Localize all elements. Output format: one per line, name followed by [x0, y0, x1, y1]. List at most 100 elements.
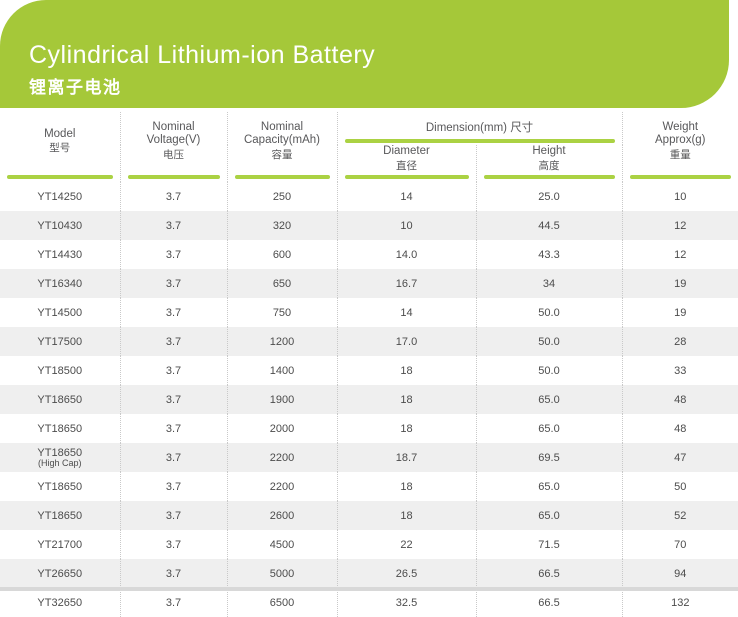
- cell-capacity: 1900: [227, 385, 338, 415]
- cell-capacity: 650: [227, 269, 338, 299]
- cell-height: 25.0: [476, 182, 623, 212]
- cell-weight: 132: [671, 596, 690, 609]
- cell-diameter: 18: [337, 356, 477, 386]
- cell-capacity: 250: [227, 182, 338, 212]
- cell-height: 34: [476, 269, 623, 299]
- cell-voltage: 3.7: [120, 298, 228, 328]
- cell-weight: 70: [674, 538, 687, 551]
- cell-height: 65.0: [476, 385, 623, 415]
- cell-model: YT14250: [0, 182, 121, 212]
- cell-diameter: 18: [337, 414, 477, 444]
- col-header-voltage-en: Nominal Voltage(V): [146, 120, 201, 147]
- cell-capacity: 1200: [227, 327, 338, 357]
- cell-diameter: 18.7: [337, 443, 477, 473]
- table-row: YT26650 3.7 5000 26.5 66.5 94: [0, 559, 738, 589]
- table-row: YT18650 3.7 2600 18 65.0 52: [0, 501, 738, 531]
- cell-model: YT21700: [0, 530, 121, 560]
- cell-capacity: 2200: [227, 472, 338, 502]
- cell-model: YT18650: [0, 385, 121, 415]
- battery-table-body: YT14250 3.7 250 14 25.0 10 YT10430 3.7 320 10 44.5…: [0, 182, 738, 617]
- cell-model: YT18650: [0, 472, 121, 502]
- cell-weight: 28: [674, 335, 687, 348]
- cell-height: 50.0: [476, 356, 623, 386]
- col-header-capacity: Nominal Capacity(mAh) 容量: [227, 112, 338, 183]
- cell-height: 69.5: [476, 443, 623, 473]
- page-title: Cylindrical Lithium-ion Battery: [29, 41, 376, 69]
- cell-model: YT14430: [0, 240, 121, 270]
- table-row: YT16340 3.7 650 16.7 34 19: [0, 269, 738, 299]
- cell-model: YT26650: [0, 559, 121, 589]
- col-header-voltage: Nominal Voltage(V) 电压: [120, 112, 228, 183]
- header-row-sub: Diameter 直径 Height 高度: [0, 145, 738, 183]
- cell-capacity: 600: [227, 240, 338, 270]
- cell-diameter: 14: [337, 182, 477, 212]
- col-header-dimension-group: Dimension(mm) 尺寸: [337, 112, 623, 145]
- cell-voltage: 3.7: [120, 356, 228, 386]
- cell-model: YT10430: [0, 211, 121, 241]
- header-underline: [344, 139, 615, 143]
- cell-height: 65.0: [476, 501, 623, 531]
- cell-capacity: 2600: [227, 501, 338, 531]
- cell-diameter: 18: [337, 385, 477, 415]
- cell-weight: 33: [674, 364, 687, 377]
- col-header-height-zh: 高度: [538, 159, 560, 172]
- col-header-height-en: Height: [532, 145, 566, 157]
- cell-height: 43.3: [476, 240, 623, 270]
- cell-height: 65.0: [476, 472, 623, 502]
- header-row-main: Model 型号 Nominal Voltage(V) 电压 Nominal C…: [0, 112, 738, 183]
- battery-spec-table: Model 型号 Nominal Voltage(V) 电压 Nominal C…: [0, 112, 738, 617]
- table-row: YT32650 3.7 6500 32.5 66.5 132: [0, 588, 738, 617]
- col-header-model-en: Model: [44, 127, 76, 140]
- cell-height: 65.0: [476, 414, 623, 444]
- col-header-model: Model 型号: [0, 112, 121, 183]
- table-row: YT14250 3.7 250 14 25.0 10: [0, 182, 738, 212]
- cell-voltage: 3.7: [120, 385, 228, 415]
- header-underline: [344, 175, 469, 180]
- cell-model-note: (High Cap): [37, 458, 82, 469]
- table-row: YT18650 3.7 2000 18 65.0 48: [0, 414, 738, 444]
- table-row: YT21700 3.7 4500 22 71.5 70: [0, 530, 738, 560]
- col-header-height: Height 高度: [476, 145, 623, 183]
- col-header-weight-en: Weight Approx(g): [655, 120, 706, 147]
- cell-height: 71.5: [476, 530, 623, 560]
- cell-voltage: 3.7: [120, 559, 228, 589]
- header-underline: [483, 175, 615, 180]
- header-underline: [7, 175, 113, 180]
- cell-model: YT14500: [0, 298, 121, 328]
- col-header-weight-zh: 重量: [669, 149, 691, 162]
- cell-diameter: 32.5: [337, 588, 477, 617]
- table-row: YT10430 3.7 320 10 44.5 12: [0, 211, 738, 241]
- cell-voltage: 3.7: [120, 443, 228, 473]
- cell-height: 44.5: [476, 211, 623, 241]
- cell-diameter: 22: [337, 530, 477, 560]
- page-header: Cylindrical Lithium-ion Battery 锂离子电池: [0, 0, 729, 108]
- cell-voltage: 3.7: [120, 472, 228, 502]
- cell-height: 50.0: [476, 327, 623, 357]
- cell-weight: 19: [674, 306, 687, 319]
- cell-voltage: 3.7: [120, 327, 228, 357]
- page-subtitle: 锂离子电池: [29, 78, 122, 98]
- cell-voltage: 3.7: [120, 414, 228, 444]
- col-header-capacity-en: Nominal Capacity(mAh): [243, 120, 321, 147]
- col-header-weight: Weight Approx(g) 重量: [622, 112, 738, 182]
- cell-capacity: 320: [227, 211, 338, 241]
- cell-capacity: 5000: [227, 559, 338, 589]
- cell-capacity: 6500: [227, 588, 338, 617]
- cell-diameter: 18: [337, 501, 477, 531]
- cell-capacity: 2200: [227, 443, 338, 473]
- table-row: YT18650 3.7 1900 18 65.0 48: [0, 385, 738, 415]
- cell-voltage: 3.7: [120, 240, 228, 270]
- cell-diameter: 18: [337, 472, 477, 502]
- cell-weight: 50: [674, 480, 687, 493]
- col-header-model-zh: 型号: [49, 142, 71, 155]
- cell-weight: 19: [674, 277, 687, 290]
- cell-voltage: 3.7: [120, 501, 228, 531]
- cell-voltage: 3.7: [120, 182, 228, 212]
- cell-diameter: 14.0: [337, 240, 477, 270]
- cell-height: 50.0: [476, 298, 623, 328]
- cell-weight: 52: [674, 509, 687, 522]
- cell-capacity: 1400: [227, 356, 338, 386]
- cell-diameter: 26.5: [337, 559, 477, 589]
- cell-voltage: 3.7: [120, 530, 228, 560]
- cell-voltage: 3.7: [120, 211, 228, 241]
